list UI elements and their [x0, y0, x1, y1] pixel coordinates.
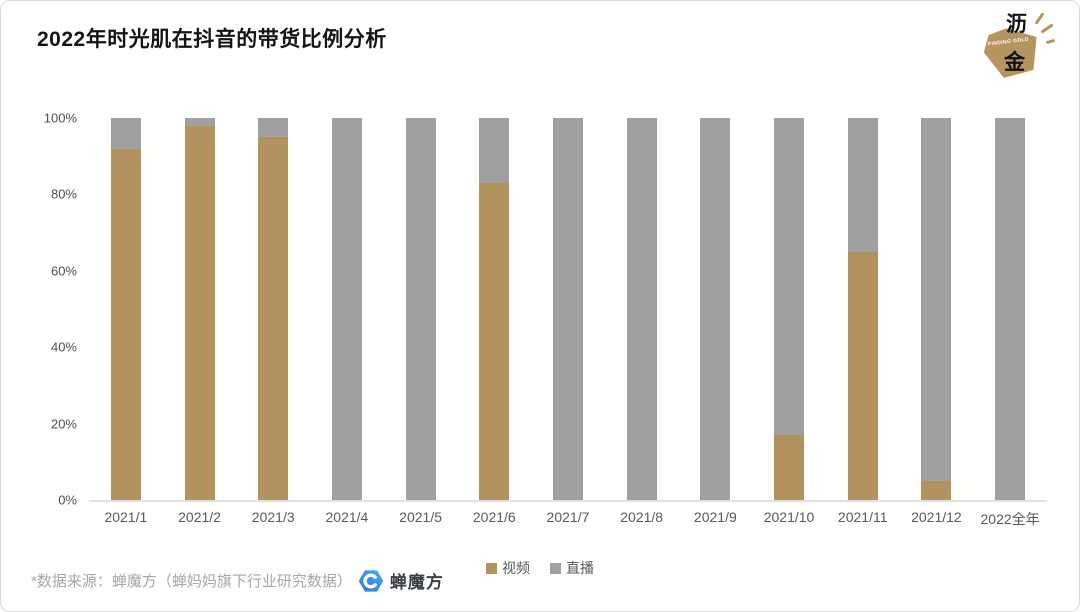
- legend-swatch-icon: [486, 562, 497, 574]
- bar-column: 2022全年: [973, 118, 1047, 527]
- x-tick-label: 2021/12: [911, 509, 962, 525]
- y-tick-label: 60%: [50, 263, 77, 279]
- stacked-bar: [110, 118, 141, 500]
- y-axis: 100% 80% 60% 40% 20% 0%: [1, 111, 77, 508]
- bar-segment-视频: [847, 251, 878, 500]
- legend-item-视频: 视频: [486, 558, 530, 578]
- bar-column: 2021/2: [163, 118, 237, 525]
- bar-column: 2021/4: [310, 118, 384, 525]
- x-tick-label: 2021/5: [399, 509, 443, 525]
- bar-segment-直播: [405, 118, 436, 500]
- legend-item-直播: 直播: [550, 558, 594, 578]
- x-tick-label: 2021/3: [251, 509, 295, 525]
- bar-column: 2021/6: [457, 118, 531, 525]
- bar-segment-直播: [258, 118, 289, 138]
- bar-segment-直播: [331, 118, 362, 500]
- lijin-logo-char-top: 沥: [1006, 13, 1027, 36]
- bar-segment-直播: [774, 118, 805, 436]
- bar-segment-直播: [995, 118, 1026, 500]
- plot-area: 2021/1 2021/2 2021/3 2021/4 2021/5 2021/6 2021…: [89, 118, 1047, 527]
- y-tick-label: 20%: [50, 416, 77, 432]
- bar-segment-视频: [184, 125, 215, 500]
- bar-column: 2021/8: [605, 118, 679, 525]
- bar-segment-直播: [110, 118, 141, 149]
- bar-segment-直播: [552, 118, 583, 500]
- x-tick-label: 2021/10: [763, 509, 815, 525]
- bar-segment-直播: [184, 118, 215, 126]
- x-tick-label: 2021/4: [325, 509, 369, 525]
- x-tick-label: 2021/11: [837, 509, 888, 525]
- bar-segment-视频: [110, 148, 141, 500]
- bar-segment-视频: [479, 182, 510, 500]
- x-tick-label: 2021/2: [178, 509, 221, 525]
- legend-swatch-icon: [550, 562, 561, 574]
- stacked-bar: [700, 118, 731, 500]
- x-tick-label: 2022全年: [980, 511, 1040, 527]
- sparkle-icon: [1034, 12, 1045, 25]
- bar-column: 2021/3: [236, 118, 310, 525]
- stacked-bar: [258, 118, 289, 500]
- stacked-bar: [774, 118, 805, 500]
- stacked-bar: [626, 118, 657, 500]
- bar-column: 2021/7: [531, 118, 605, 525]
- y-tick-label: 80%: [50, 186, 77, 202]
- bar-segment-视频: [774, 435, 805, 500]
- bar-column: 2021/11: [826, 118, 900, 525]
- y-tick-label: 100%: [43, 110, 77, 126]
- page-title: 2022年时光肌在抖音的带货比例分析: [37, 28, 387, 51]
- x-tick-label: 2021/1: [104, 509, 148, 525]
- bar-column: 2021/12: [900, 118, 974, 525]
- x-tick-label: 2021/6: [472, 509, 516, 525]
- bar-column: 2021/10: [752, 118, 826, 525]
- y-tick-label: 40%: [50, 339, 77, 355]
- bar-segment-直播: [700, 118, 731, 500]
- y-tick-label: 0%: [58, 492, 77, 508]
- lijin-logo: 沥 FINDING GOLD 金: [981, 9, 1056, 79]
- stacked-bar: [331, 118, 362, 500]
- x-tick-label: 2021/8: [620, 509, 664, 525]
- bar-segment-直播: [847, 118, 878, 252]
- chart-legend: 视频 直播: [1, 558, 1079, 578]
- bar-column: 2021/5: [384, 118, 458, 525]
- stacked-bar: [552, 118, 583, 500]
- bar-segment-直播: [921, 118, 952, 481]
- stacked-bar: [405, 118, 436, 500]
- stacked-bar: [847, 118, 878, 500]
- bar-column: 2021/1: [89, 118, 163, 525]
- footer: *数据来源：蝉魔方（蝉妈妈旗下行业研究数据） 蝉魔方: [31, 568, 444, 593]
- chanmofang-logo-icon: [358, 569, 383, 593]
- stacked-bar: [921, 118, 952, 500]
- legend-label: 视频: [502, 560, 530, 576]
- stacked-bar: [184, 118, 215, 500]
- stacked-bar: [995, 118, 1026, 500]
- sparkle-icon: [1045, 38, 1056, 45]
- bar-segment-视频: [921, 480, 952, 500]
- bar-segment-直播: [626, 118, 657, 500]
- x-tick-label: 2021/7: [546, 509, 590, 525]
- x-tick-label: 2021/9: [693, 509, 737, 525]
- legend-label: 直播: [566, 560, 594, 576]
- bar-segment-视频: [258, 137, 289, 500]
- bar-column: 2021/9: [679, 118, 753, 525]
- chanmofang-logo-text: 蝉魔方: [389, 573, 444, 592]
- stacked-bar: [479, 118, 510, 500]
- sparkle-icon: [1040, 23, 1054, 34]
- data-source-note: *数据来源：蝉魔方（蝉妈妈旗下行业研究数据）: [31, 573, 352, 590]
- bar-segment-直播: [479, 118, 510, 183]
- lijin-logo-char-bottom: 金: [1004, 51, 1025, 74]
